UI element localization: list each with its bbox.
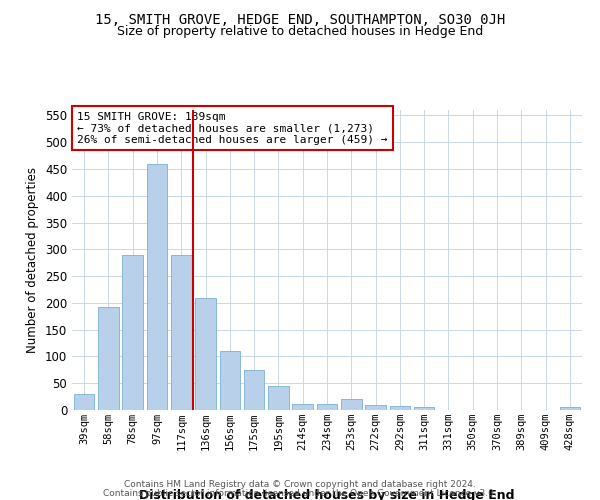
Text: Size of property relative to detached houses in Hedge End: Size of property relative to detached ho… xyxy=(117,25,483,38)
Bar xyxy=(171,254,191,410)
Text: 15 SMITH GROVE: 139sqm
← 73% of detached houses are smaller (1,273)
26% of semi-: 15 SMITH GROVE: 139sqm ← 73% of detached… xyxy=(77,112,388,144)
Bar xyxy=(122,254,143,410)
Bar xyxy=(98,307,119,410)
Bar xyxy=(317,404,337,410)
Y-axis label: Number of detached properties: Number of detached properties xyxy=(26,167,40,353)
Bar xyxy=(560,408,580,410)
Bar xyxy=(268,386,289,410)
Bar xyxy=(220,351,240,410)
Bar xyxy=(244,370,265,410)
Bar xyxy=(292,404,313,410)
Bar xyxy=(414,408,434,410)
Bar xyxy=(195,298,216,410)
Text: 15, SMITH GROVE, HEDGE END, SOUTHAMPTON, SO30 0JH: 15, SMITH GROVE, HEDGE END, SOUTHAMPTON,… xyxy=(95,12,505,26)
Text: Contains HM Land Registry data © Crown copyright and database right 2024.: Contains HM Land Registry data © Crown c… xyxy=(124,480,476,489)
Bar xyxy=(389,406,410,410)
Bar xyxy=(365,404,386,410)
X-axis label: Distribution of detached houses by size in Hedge End: Distribution of detached houses by size … xyxy=(139,489,515,500)
Bar xyxy=(341,400,362,410)
Bar xyxy=(146,164,167,410)
Text: Contains public sector information licensed under the Open Government Licence v3: Contains public sector information licen… xyxy=(103,489,497,498)
Bar xyxy=(74,394,94,410)
